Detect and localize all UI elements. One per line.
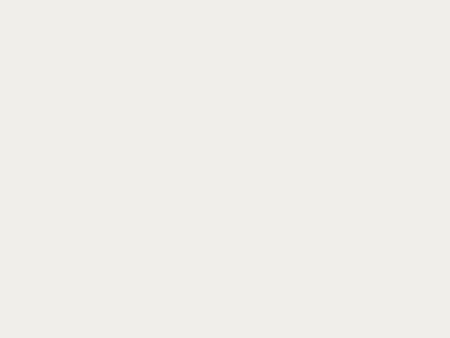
Text: Operating System Concepts: Operating System Concepts xyxy=(18,326,155,336)
Text: Background: Background xyxy=(61,94,152,109)
Text: Demand Paging: Demand Paging xyxy=(61,118,182,133)
Text: Silberschatz and Galvin©1999: Silberschatz and Galvin©1999 xyxy=(283,326,432,336)
FancyBboxPatch shape xyxy=(25,27,427,86)
Text: Thrashing: Thrashing xyxy=(61,240,137,255)
Text: 9.1: 9.1 xyxy=(217,326,233,336)
Text: Page-Replacement  Algorithms: Page-Replacement Algorithms xyxy=(61,191,297,206)
Text: Allocation of Frames: Allocation of Frames xyxy=(61,216,216,231)
Text: Other Considerations: Other Considerations xyxy=(61,264,223,279)
FancyBboxPatch shape xyxy=(18,24,421,83)
Text: Module 9:  Virtual Memory: Module 9: Virtual Memory xyxy=(53,43,386,63)
Text: Demand Segmenation: Demand Segmenation xyxy=(61,289,232,304)
Text: Page Replacement: Page Replacement xyxy=(61,167,204,182)
Text: Performance of Demand Paging: Performance of Demand Paging xyxy=(61,143,304,158)
